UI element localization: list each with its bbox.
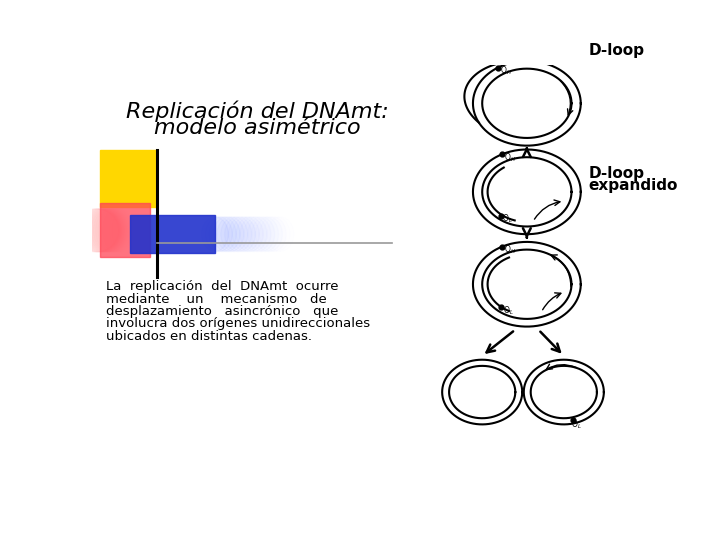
Text: mediante    un    mecanismo   de: mediante un mecanismo de <box>106 293 326 306</box>
Text: O$_L$: O$_L$ <box>503 305 513 317</box>
Bar <box>130 215 215 253</box>
Text: Replicación del DNAmt:: Replicación del DNAmt: <box>126 100 389 122</box>
Text: ubicados en distintas cadenas.: ubicados en distintas cadenas. <box>106 330 312 343</box>
Text: O$_H$: O$_H$ <box>500 65 511 77</box>
Bar <box>99 150 157 207</box>
Text: La  replicación  del  DNAmt  ocurre: La replicación del DNAmt ocurre <box>106 280 338 293</box>
Text: O$_H$: O$_H$ <box>504 151 516 164</box>
Text: O$_H$: O$_H$ <box>504 244 516 256</box>
Text: involucra dos orígenes unidireccionales: involucra dos orígenes unidireccionales <box>106 318 370 330</box>
Text: O$_L$: O$_L$ <box>571 418 582 431</box>
Text: desplazamiento   asincrónico   que: desplazamiento asincrónico que <box>106 305 338 318</box>
Ellipse shape <box>73 209 119 252</box>
Ellipse shape <box>75 209 120 252</box>
Ellipse shape <box>77 209 120 252</box>
Bar <box>99 204 150 257</box>
Text: D-loop: D-loop <box>588 43 644 58</box>
Text: D-loop: D-loop <box>588 166 644 181</box>
Text: modelo asimétrico: modelo asimétrico <box>154 118 361 138</box>
Text: O$_L$: O$_L$ <box>503 213 513 225</box>
Text: expandido: expandido <box>588 178 678 193</box>
